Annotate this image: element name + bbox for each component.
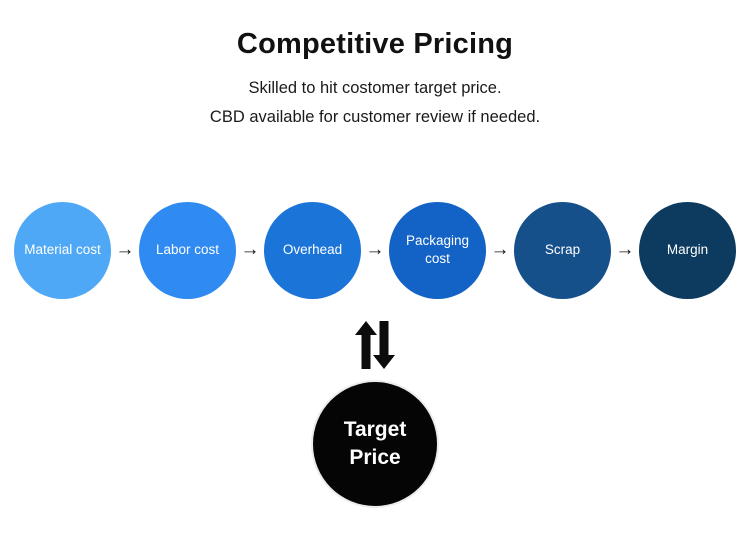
target-price-label: Target Price	[343, 418, 407, 469]
flow-step-overhead: Overhead	[264, 201, 361, 299]
arrow-right-icon: →	[490, 239, 510, 261]
flow-step-material-cost: Material cost	[14, 201, 111, 299]
up-down-arrows-icon	[353, 319, 397, 371]
flow-step-label: Scrap	[544, 242, 581, 258]
flow-step-label: Labor cost	[155, 242, 220, 258]
flow-step-label: Overhead	[282, 242, 343, 258]
target-price-circle: Target Price	[313, 381, 437, 506]
arrow-right-icon: →	[615, 239, 635, 261]
flow-step-scrap: Scrap	[514, 201, 611, 299]
arrow-right-icon: →	[115, 239, 135, 261]
subtitle: Skilled to hit costomer target price. CB…	[210, 74, 540, 132]
arrow-right-icon: →	[240, 239, 260, 261]
arrow-right-icon: →	[365, 239, 385, 261]
flow-step-labor-cost: Labor cost	[139, 201, 236, 299]
flow-step-label: Margin	[666, 242, 709, 258]
flow-step-margin: Margin	[639, 201, 736, 299]
page-title: Competitive Pricing	[236, 28, 514, 60]
flow-step-label: Packaging cost	[405, 233, 470, 267]
flow-step-label: Material cost	[24, 242, 101, 258]
cost-flow-row: Material cost → Labor cost → Overhead → …	[0, 201, 750, 299]
subtitle-line-2: CBD available for customer review if nee…	[209, 107, 541, 126]
subtitle-line-1: Skilled to hit costomer target price.	[248, 79, 502, 97]
flow-step-packaging-cost: Packaging cost	[389, 201, 486, 299]
